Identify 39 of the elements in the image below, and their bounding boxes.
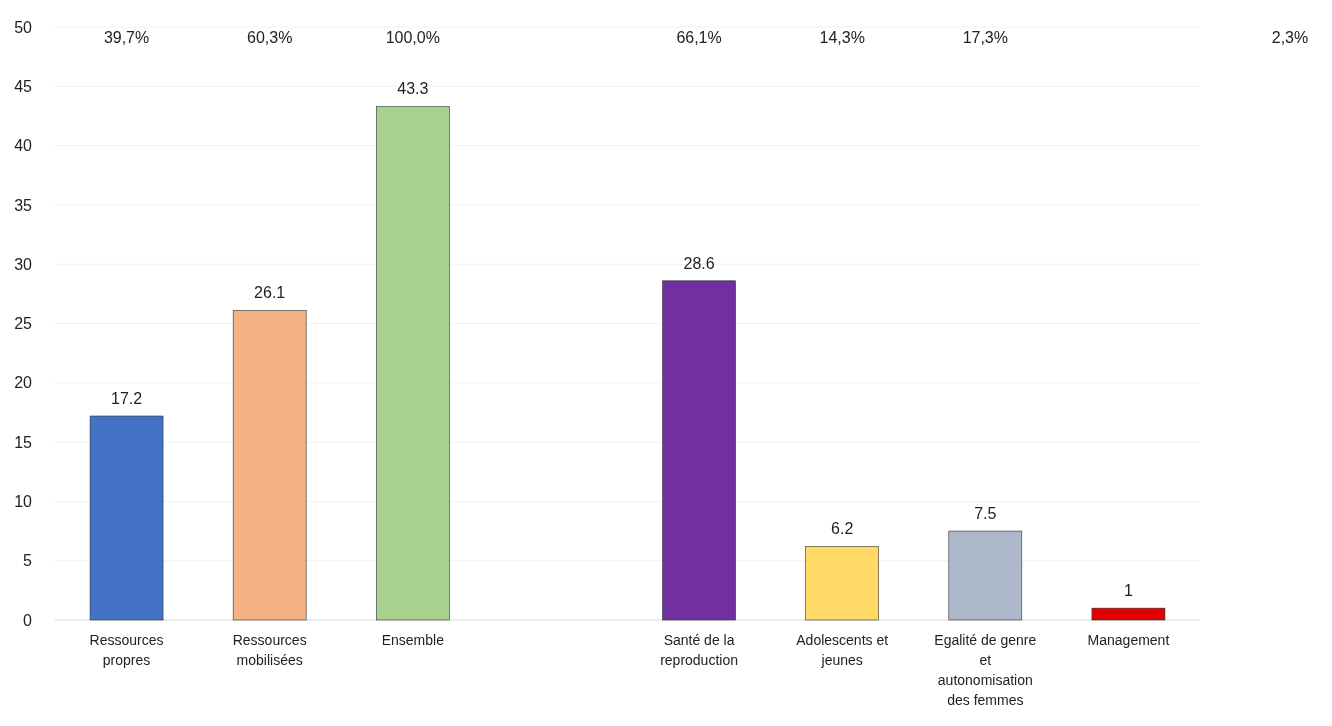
x-tick-label: Egalité de genre et autonomisation des femmes <box>934 632 1037 708</box>
bar <box>662 280 736 621</box>
data-label: 6.2 <box>831 520 854 538</box>
x-tick-label: Adolescents et jeunes <box>796 632 889 668</box>
y-tick-label: 20 <box>14 374 33 392</box>
text: 2,3% <box>1271 29 1309 46</box>
bar <box>89 415 164 621</box>
annotation: 100,0% <box>385 29 440 46</box>
bar <box>948 530 1023 621</box>
data-label: 26.1 <box>254 284 286 302</box>
y-tick-label: 30 <box>14 255 33 273</box>
y-tick-label: 45 <box>14 77 33 95</box>
y-tick-label: 40 <box>14 137 33 155</box>
annotation: 60,3% <box>247 29 293 46</box>
y-tick-label: 25 <box>14 315 33 333</box>
annotation: 66,1% <box>676 29 722 46</box>
annotation: 39,7% <box>103 29 150 46</box>
y-tick-label: 35 <box>14 196 33 214</box>
data-label: 43.3 <box>397 80 429 98</box>
bar <box>232 310 307 621</box>
bar <box>1091 607 1166 621</box>
y-tick-label: 50 <box>14 18 33 36</box>
annotation: 14,3% <box>819 29 865 46</box>
y-tick-label: 15 <box>14 433 33 451</box>
data-label: 7.5 <box>974 505 997 523</box>
x-tick-label: Santé de la reproduction <box>660 632 738 668</box>
data-label: 28.6 <box>683 254 715 272</box>
data-label: 17.2 <box>110 390 143 408</box>
data-label: 1 <box>1123 582 1133 600</box>
x-tick-label: Ressources mobilisées <box>232 632 307 668</box>
x-tick-label: Ressources propres <box>89 632 164 668</box>
bar <box>805 546 879 621</box>
bar <box>376 106 450 621</box>
y-tick-label: 5 <box>23 552 33 570</box>
x-tick-label: Ensemble <box>381 632 445 648</box>
x-tick-label: Management <box>1087 632 1170 648</box>
y-tick-label: 0 <box>23 611 33 629</box>
annotation: 17,3% <box>962 29 1008 46</box>
y-tick-label: 10 <box>14 493 33 510</box>
